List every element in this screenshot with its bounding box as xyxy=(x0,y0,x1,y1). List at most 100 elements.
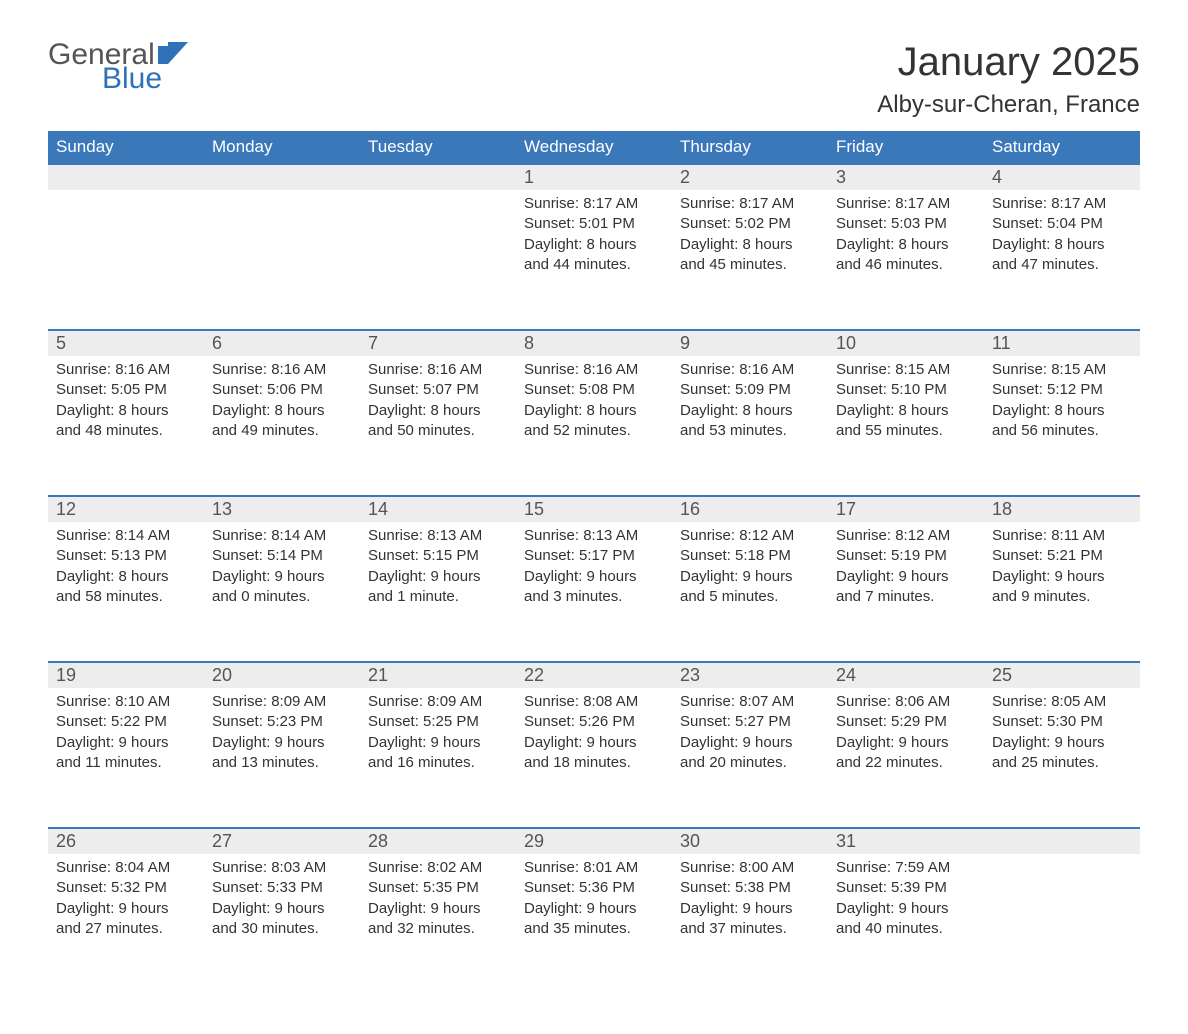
day-number: 2 xyxy=(672,164,828,190)
daylight-line-1: Daylight: 9 hours xyxy=(836,733,976,753)
sunrise-line: Sunrise: 8:07 AM xyxy=(680,692,820,712)
daylight-line-2: and 9 minutes. xyxy=(992,587,1132,607)
sunset-line: Sunset: 5:30 PM xyxy=(992,712,1132,732)
day-number: 13 xyxy=(204,496,360,522)
daylight-line-1: Daylight: 8 hours xyxy=(992,401,1132,421)
sunrise-line: Sunrise: 8:17 AM xyxy=(524,194,664,214)
sunrise-line: Sunrise: 8:06 AM xyxy=(836,692,976,712)
daylight-line-1: Daylight: 8 hours xyxy=(524,235,664,255)
daylight-line-2: and 18 minutes. xyxy=(524,753,664,773)
sunset-line: Sunset: 5:35 PM xyxy=(368,878,508,898)
sunset-line: Sunset: 5:04 PM xyxy=(992,214,1132,234)
sunset-line: Sunset: 5:15 PM xyxy=(368,546,508,566)
daylight-line-2: and 16 minutes. xyxy=(368,753,508,773)
day-number: 27 xyxy=(204,828,360,854)
day-detail-row: Sunrise: 8:04 AMSunset: 5:32 PMDaylight:… xyxy=(48,854,1140,994)
location-label: Alby-sur-Cheran, France xyxy=(877,91,1140,119)
day-number: 29 xyxy=(516,828,672,854)
sunrise-line: Sunrise: 8:12 AM xyxy=(836,526,976,546)
daylight-line-1: Daylight: 9 hours xyxy=(212,899,352,919)
daylight-line-1: Daylight: 8 hours xyxy=(680,235,820,255)
sunrise-line: Sunrise: 8:01 AM xyxy=(524,858,664,878)
day-number: 9 xyxy=(672,330,828,356)
sunrise-line: Sunrise: 8:03 AM xyxy=(212,858,352,878)
daylight-line-2: and 3 minutes. xyxy=(524,587,664,607)
day-detail-row: Sunrise: 8:16 AMSunset: 5:05 PMDaylight:… xyxy=(48,356,1140,496)
daylight-line-2: and 45 minutes. xyxy=(680,255,820,275)
daylight-line-1: Daylight: 9 hours xyxy=(680,899,820,919)
daylight-line-2: and 35 minutes. xyxy=(524,919,664,939)
day-number: 19 xyxy=(48,662,204,688)
day-detail: Sunrise: 8:09 AMSunset: 5:25 PMDaylight:… xyxy=(360,688,516,828)
day-number: 11 xyxy=(984,330,1140,356)
sunrise-line: Sunrise: 8:08 AM xyxy=(524,692,664,712)
weekday-header: Saturday xyxy=(984,131,1140,164)
daylight-line-2: and 0 minutes. xyxy=(212,587,352,607)
daylight-line-2: and 50 minutes. xyxy=(368,421,508,441)
day-detail: Sunrise: 7:59 AMSunset: 5:39 PMDaylight:… xyxy=(828,854,984,994)
day-number: 3 xyxy=(828,164,984,190)
day-number: 31 xyxy=(828,828,984,854)
sunrise-line: Sunrise: 8:02 AM xyxy=(368,858,508,878)
sunrise-line: Sunrise: 8:10 AM xyxy=(56,692,196,712)
weekday-header: Monday xyxy=(204,131,360,164)
day-detail-row: Sunrise: 8:10 AMSunset: 5:22 PMDaylight:… xyxy=(48,688,1140,828)
brand-word-2: Blue xyxy=(102,64,188,94)
daylight-line-2: and 7 minutes. xyxy=(836,587,976,607)
daylight-line-1: Daylight: 9 hours xyxy=(56,899,196,919)
day-detail: Sunrise: 8:06 AMSunset: 5:29 PMDaylight:… xyxy=(828,688,984,828)
sunrise-line: Sunrise: 8:11 AM xyxy=(992,526,1132,546)
daylight-line-1: Daylight: 9 hours xyxy=(524,899,664,919)
sunset-line: Sunset: 5:33 PM xyxy=(212,878,352,898)
page-header: General Blue January 2025 Alby-sur-Chera… xyxy=(48,40,1140,119)
sunrise-line: Sunrise: 8:16 AM xyxy=(524,360,664,380)
sunset-line: Sunset: 5:12 PM xyxy=(992,380,1132,400)
sunset-line: Sunset: 5:02 PM xyxy=(680,214,820,234)
day-number: 24 xyxy=(828,662,984,688)
day-detail: Sunrise: 8:17 AMSunset: 5:02 PMDaylight:… xyxy=(672,190,828,330)
daylight-line-1: Daylight: 9 hours xyxy=(524,733,664,753)
daylight-line-2: and 25 minutes. xyxy=(992,753,1132,773)
sunrise-line: Sunrise: 8:15 AM xyxy=(836,360,976,380)
day-detail: Sunrise: 8:10 AMSunset: 5:22 PMDaylight:… xyxy=(48,688,204,828)
day-detail: Sunrise: 8:14 AMSunset: 5:14 PMDaylight:… xyxy=(204,522,360,662)
day-number: 15 xyxy=(516,496,672,522)
sunrise-line: Sunrise: 8:17 AM xyxy=(680,194,820,214)
day-number: 26 xyxy=(48,828,204,854)
day-detail-row: Sunrise: 8:14 AMSunset: 5:13 PMDaylight:… xyxy=(48,522,1140,662)
day-detail: Sunrise: 8:12 AMSunset: 5:19 PMDaylight:… xyxy=(828,522,984,662)
day-number-row: 567891011 xyxy=(48,330,1140,356)
day-number: 17 xyxy=(828,496,984,522)
daylight-line-1: Daylight: 9 hours xyxy=(836,567,976,587)
daylight-line-2: and 49 minutes. xyxy=(212,421,352,441)
day-detail: Sunrise: 8:08 AMSunset: 5:26 PMDaylight:… xyxy=(516,688,672,828)
sunrise-line: Sunrise: 8:09 AM xyxy=(368,692,508,712)
day-number-empty xyxy=(984,828,1140,854)
daylight-line-2: and 37 minutes. xyxy=(680,919,820,939)
sunset-line: Sunset: 5:01 PM xyxy=(524,214,664,234)
day-number-row: 262728293031 xyxy=(48,828,1140,854)
day-detail: Sunrise: 8:12 AMSunset: 5:18 PMDaylight:… xyxy=(672,522,828,662)
day-detail: Sunrise: 8:16 AMSunset: 5:05 PMDaylight:… xyxy=(48,356,204,496)
day-number: 6 xyxy=(204,330,360,356)
sunrise-line: Sunrise: 8:17 AM xyxy=(992,194,1132,214)
daylight-line-1: Daylight: 8 hours xyxy=(212,401,352,421)
daylight-line-1: Daylight: 8 hours xyxy=(56,567,196,587)
day-detail: Sunrise: 8:15 AMSunset: 5:12 PMDaylight:… xyxy=(984,356,1140,496)
sunrise-line: Sunrise: 8:14 AM xyxy=(56,526,196,546)
weekday-header-row: SundayMondayTuesdayWednesdayThursdayFrid… xyxy=(48,131,1140,164)
sunrise-line: Sunrise: 8:14 AM xyxy=(212,526,352,546)
sunset-line: Sunset: 5:03 PM xyxy=(836,214,976,234)
day-detail: Sunrise: 8:13 AMSunset: 5:15 PMDaylight:… xyxy=(360,522,516,662)
sunset-line: Sunset: 5:29 PM xyxy=(836,712,976,732)
day-number: 25 xyxy=(984,662,1140,688)
brand-logo: General Blue xyxy=(48,40,188,94)
sunrise-line: Sunrise: 8:16 AM xyxy=(680,360,820,380)
sunrise-line: Sunrise: 8:04 AM xyxy=(56,858,196,878)
day-detail: Sunrise: 8:16 AMSunset: 5:07 PMDaylight:… xyxy=(360,356,516,496)
day-detail-empty xyxy=(360,190,516,330)
day-number: 16 xyxy=(672,496,828,522)
daylight-line-1: Daylight: 8 hours xyxy=(368,401,508,421)
daylight-line-2: and 48 minutes. xyxy=(56,421,196,441)
day-number-row: 1234 xyxy=(48,164,1140,190)
